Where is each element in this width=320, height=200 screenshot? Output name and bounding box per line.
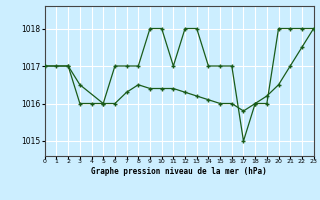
X-axis label: Graphe pression niveau de la mer (hPa): Graphe pression niveau de la mer (hPa) [91,167,267,176]
